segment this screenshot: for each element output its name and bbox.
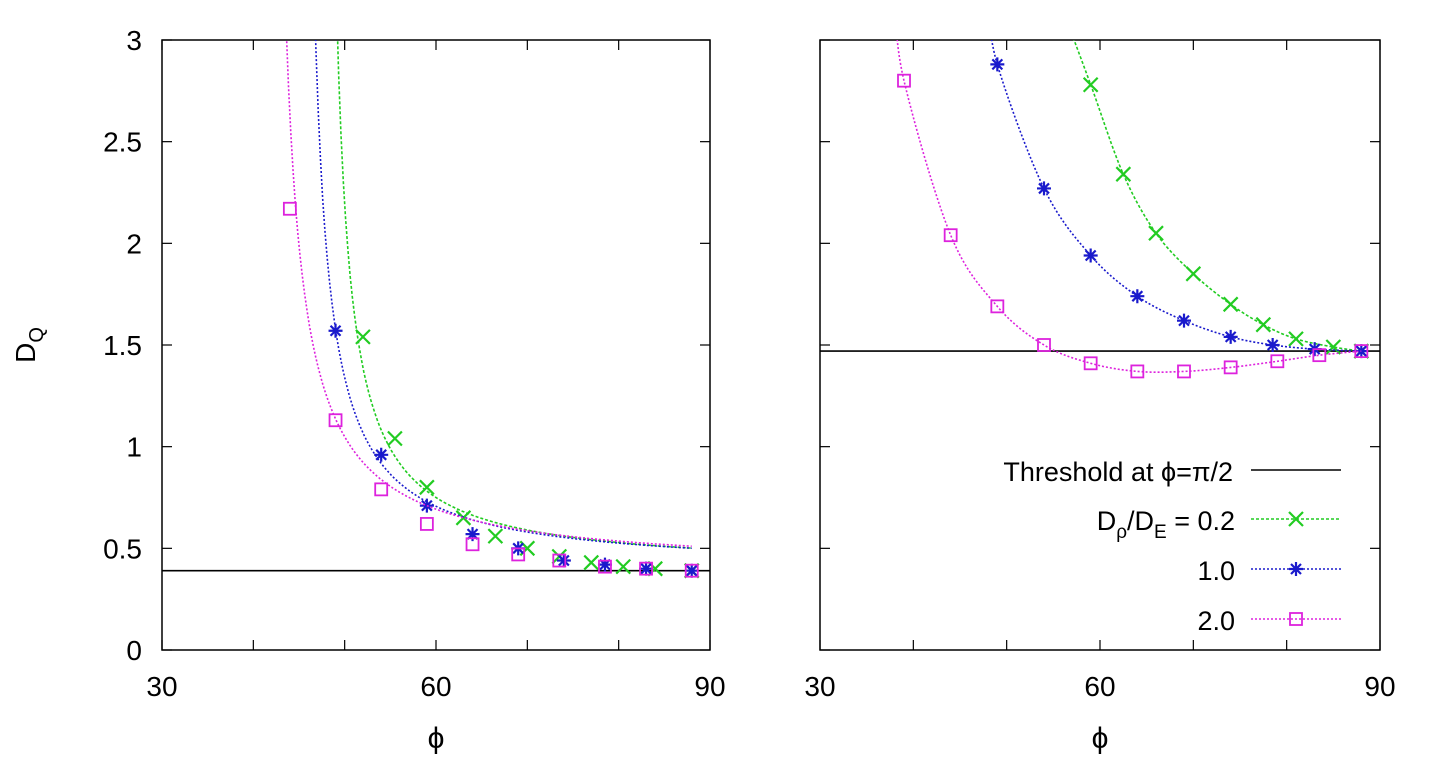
series-marker-2 (374, 482, 389, 497)
series-marker-2 (639, 561, 653, 576)
series-marker-2 (511, 547, 526, 562)
series-marker-0 (1148, 225, 1164, 241)
series-line-2 (285, 40, 692, 547)
x-tick-label: 90 (694, 671, 725, 702)
series-marker-1 (597, 557, 612, 572)
y-tick-label: 0 (126, 635, 142, 666)
legend-marker-glyph-1 (1289, 562, 1303, 576)
series-marker-2 (598, 559, 612, 574)
x-tick-label: 60 (1084, 671, 1115, 702)
series-marker-2 (684, 563, 699, 578)
y-tick-label: 0.5 (103, 533, 142, 564)
series-marker-1 (556, 553, 571, 568)
legend-marker-series-1 (1289, 562, 1303, 576)
series-marker-0 (1185, 266, 1202, 282)
series-marker-2 (328, 413, 343, 428)
series-marker-0 (615, 558, 632, 575)
series-line-1 (990, 40, 1362, 352)
left-panel: 30 60 90 0 0.5 1 1.5 2 2.5 3 ϕ (103, 25, 726, 755)
legend-marker-series-2 (1289, 612, 1303, 626)
y-axis-label-main: D (10, 343, 41, 363)
series-marker-1 (328, 323, 343, 338)
series-marker-2 (897, 73, 911, 88)
series-marker-1 (465, 527, 480, 542)
series-group (282, 40, 700, 579)
series-marker-1 (1265, 338, 1280, 352)
series-marker-0 (387, 430, 403, 447)
series-marker-2 (1270, 354, 1285, 369)
series-marker-0 (455, 510, 472, 526)
legend-label-series-2: 2.0 (1197, 606, 1235, 636)
series-marker-1 (1083, 248, 1098, 263)
series-marker-1 (1354, 344, 1369, 359)
series-line-0 (1073, 40, 1362, 352)
series-line-0 (336, 40, 692, 549)
y-axis-label-subscript: Q (26, 327, 48, 343)
series-marker-0 (1255, 316, 1272, 333)
x-tick-label: 30 (146, 671, 177, 702)
y-tick-label: 3 (126, 25, 142, 56)
legend-marker-series-0 (1288, 511, 1304, 527)
series-marker-2 (1312, 348, 1327, 363)
y-tick-label: 1 (126, 432, 142, 463)
series-marker-2 (1177, 364, 1191, 379)
series-marker-0 (1288, 331, 1304, 347)
series-marker-0 (1115, 166, 1132, 182)
series-marker-1 (1223, 329, 1238, 344)
series-marker-1 (1177, 313, 1191, 328)
series-line-1 (314, 40, 692, 549)
series-marker-2 (1037, 338, 1051, 352)
series-marker-2 (282, 201, 297, 216)
plot-frame (161, 39, 711, 651)
series-marker-0 (1222, 296, 1239, 313)
y-tick-label: 2.5 (103, 127, 142, 158)
legend-label-series-0: Dρ/DE = 0.2 (1097, 506, 1235, 543)
series-marker-2 (1083, 356, 1098, 371)
series-marker-0 (1325, 339, 1342, 355)
series-line-2 (896, 40, 1362, 373)
legend-label-series-1: 1.0 (1197, 556, 1235, 586)
series-marker-2 (990, 299, 1005, 314)
right-panel: 30 60 90 ϕ (804, 39, 1396, 755)
series-marker-0 (487, 528, 504, 544)
series-marker-0 (355, 329, 371, 345)
x-axis-label: ϕ (428, 722, 445, 755)
series-marker-2 (1130, 364, 1145, 379)
series-marker-2 (1223, 360, 1238, 375)
series-marker-2 (1354, 344, 1369, 359)
series-marker-0 (419, 479, 435, 496)
x-tick-label: 30 (804, 671, 835, 702)
y-tick-label: 1.5 (103, 330, 142, 361)
series-marker-1 (1130, 289, 1145, 304)
series-marker-1 (684, 563, 699, 578)
y-tick-label: 2 (126, 228, 142, 259)
series-marker-2 (552, 553, 567, 568)
legend: Threshold at ϕ=π/2 Dρ/DE = 0.2 1.0 2.0 (1003, 457, 1341, 636)
series-marker-1 (990, 57, 1005, 72)
series-group (896, 40, 1370, 379)
series-marker-0 (1082, 76, 1099, 93)
legend-marker-glyph-2 (1289, 612, 1303, 626)
x-tick-label: 90 (1364, 671, 1395, 702)
series-marker-1 (374, 447, 389, 462)
series-marker-1 (639, 561, 654, 576)
series-marker-2 (465, 537, 480, 552)
series-marker-2 (943, 228, 958, 243)
series-marker-1 (1037, 181, 1051, 196)
legend-label-threshold: Threshold at ϕ=π/2 (1003, 457, 1233, 487)
legend-marker-glyph-0 (1288, 511, 1304, 527)
y-axis-label: DQ (10, 327, 48, 363)
series-marker-0 (583, 554, 600, 571)
x-tick-label: 60 (420, 671, 451, 702)
plot-frame (819, 39, 1381, 651)
x-axis-label: ϕ (1092, 722, 1109, 755)
series-marker-2 (419, 517, 434, 531)
